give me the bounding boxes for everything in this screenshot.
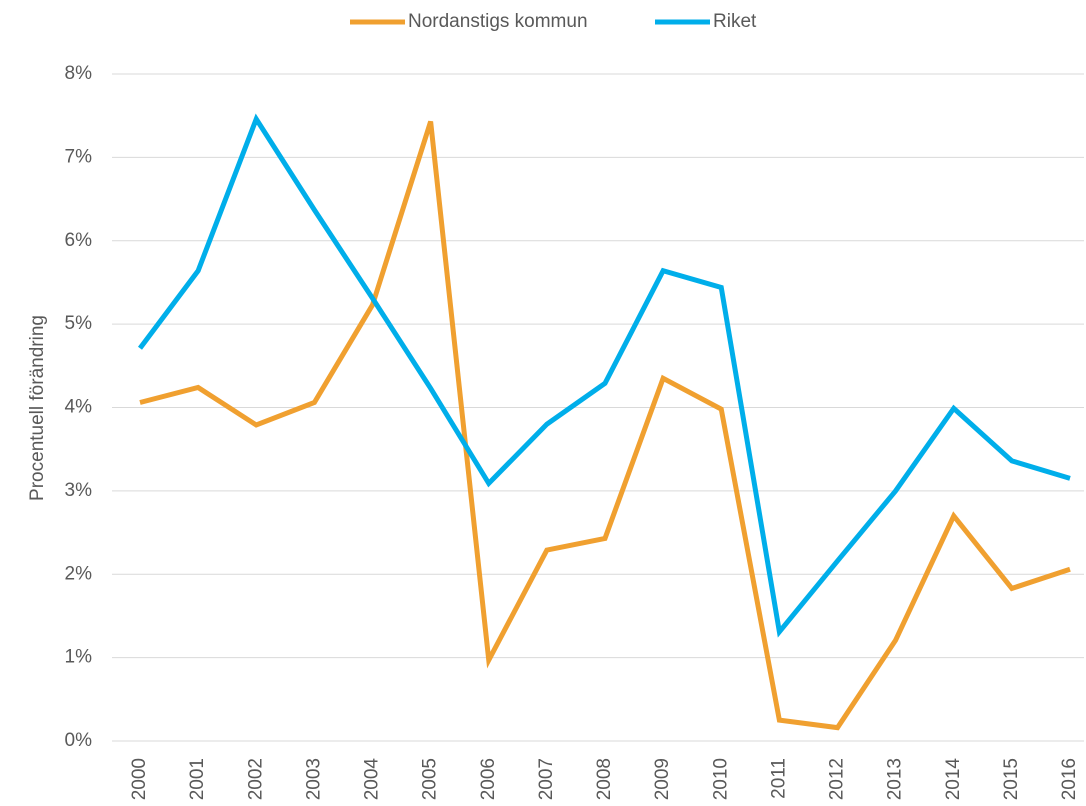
y-tick-label: 1%: [65, 647, 93, 668]
x-tick-label: 2008: [594, 758, 615, 800]
x-tick-label: 2004: [362, 758, 383, 801]
x-tick-label: 2005: [420, 758, 441, 800]
x-tick-label: 2010: [710, 758, 731, 800]
x-tick-label: 2007: [536, 758, 557, 800]
y-axis-label: Procentuell förändring: [27, 315, 48, 501]
legend-label: Riket: [713, 11, 757, 32]
x-tick-label: 2006: [478, 758, 499, 800]
y-tick-label: 0%: [65, 730, 93, 751]
x-tick-label: 2009: [652, 758, 673, 800]
y-tick-label: 4%: [65, 397, 93, 418]
x-tick-label: 2015: [1001, 758, 1022, 800]
x-tick-label: 2003: [303, 758, 324, 800]
y-tick-label: 6%: [65, 230, 93, 251]
x-tick-label: 2013: [885, 758, 906, 800]
x-tick-label: 2011: [768, 758, 789, 799]
y-tick-label: 5%: [65, 313, 93, 334]
x-tick-label: 2000: [129, 758, 150, 800]
x-tick-label: 2016: [1059, 758, 1080, 800]
y-tick-label: 8%: [65, 63, 93, 84]
x-tick-label: 2002: [245, 758, 266, 800]
x-tick-label: 2014: [943, 758, 964, 801]
x-tick-label: 2001: [187, 758, 208, 800]
y-tick-label: 3%: [65, 480, 93, 501]
series-line: [139, 120, 1071, 731]
series-line: [137, 113, 1071, 638]
y-tick-label: 7%: [65, 146, 93, 167]
y-tick-label: 2%: [65, 563, 93, 584]
x-tick-label: 2012: [827, 758, 848, 800]
legend-label: Nordanstigs kommun: [408, 11, 588, 32]
